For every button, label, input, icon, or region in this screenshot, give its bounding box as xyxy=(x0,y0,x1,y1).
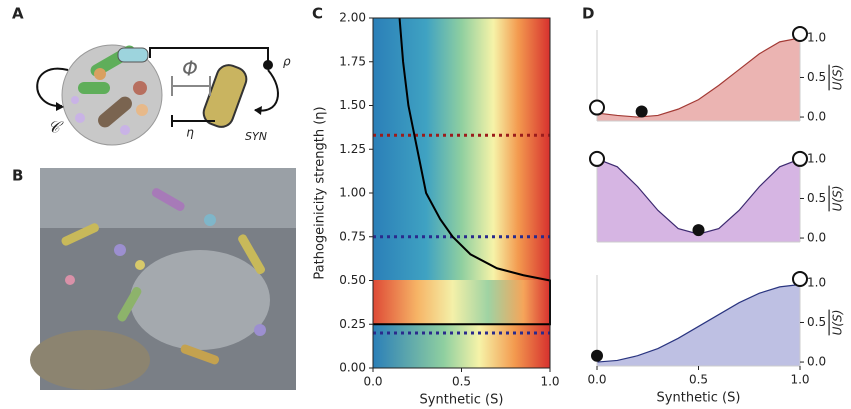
diagram: Φ η ρ SYN 𝒞 xyxy=(36,44,291,146)
y-tick-label: 1.0 xyxy=(807,151,826,165)
y-tick-label: 0.0 xyxy=(807,355,826,369)
bacterium xyxy=(65,275,75,285)
bacterium xyxy=(136,104,148,116)
y-axis-label: U(S) xyxy=(831,310,845,336)
link xyxy=(149,47,269,62)
rho-label: ρ xyxy=(283,55,291,69)
bacterium xyxy=(238,234,265,275)
filled-marker xyxy=(591,349,603,362)
x-axis-label: Synthetic (S) xyxy=(657,391,741,406)
micrograph-region xyxy=(30,330,150,390)
y-tick-label: 0.25 xyxy=(339,317,366,331)
y-tick-label: 0.00 xyxy=(339,361,366,375)
open-marker xyxy=(792,25,808,42)
filled-marker xyxy=(692,224,705,237)
bacterium xyxy=(133,81,147,95)
area-line xyxy=(596,37,801,118)
open-marker xyxy=(589,150,605,167)
bacterium xyxy=(94,68,106,80)
eta-label: η xyxy=(186,126,194,140)
syn-label: SYN xyxy=(245,130,267,143)
area-fill xyxy=(597,158,800,242)
bacterium xyxy=(254,324,266,336)
bacterium xyxy=(61,223,99,246)
panel-label: A xyxy=(12,5,24,23)
y-tick-label: 0.50 xyxy=(339,273,366,287)
heatmap-region xyxy=(373,18,550,280)
open-marker xyxy=(792,270,808,287)
heatmap-region xyxy=(373,280,550,324)
panel-label: D xyxy=(582,5,594,23)
bacterium xyxy=(114,244,126,256)
bacterium xyxy=(117,287,142,322)
bacterium xyxy=(71,96,79,104)
panel-label: C xyxy=(312,5,323,23)
x-tick-label: 0.0 xyxy=(587,373,606,387)
x-tick-label: 0.0 xyxy=(363,375,382,389)
phi-label: Φ xyxy=(182,57,198,81)
y-tick-label: 1.50 xyxy=(339,98,366,112)
x-tick-label: 1.0 xyxy=(540,375,559,389)
y-axis-label: U(S) xyxy=(831,65,845,91)
arrow-head xyxy=(56,102,64,111)
open-marker xyxy=(792,150,808,167)
y-tick-label: 0.5 xyxy=(807,70,826,84)
bacterium xyxy=(75,113,85,123)
bacterium xyxy=(98,96,132,128)
x-tick-label: 1.0 xyxy=(790,373,809,387)
y-tick-label: 0.5 xyxy=(807,191,826,205)
panel-label: B xyxy=(12,167,23,185)
open-marker xyxy=(589,99,605,116)
area-fill xyxy=(597,37,800,122)
micrograph-region xyxy=(130,250,270,350)
eta-link xyxy=(171,115,215,127)
filled-marker xyxy=(635,105,648,118)
heatmap-region xyxy=(373,324,550,368)
phi-link xyxy=(171,76,211,96)
y-tick-label: 0.75 xyxy=(339,229,366,243)
y-tick-label: 2.00 xyxy=(339,11,366,25)
y-tick-label: 0.0 xyxy=(807,231,826,245)
y-tick-label: 0.5 xyxy=(807,315,826,329)
x-tick-label: 0.5 xyxy=(452,375,471,389)
bacterium xyxy=(151,188,185,211)
area-fill xyxy=(597,284,800,366)
area-line xyxy=(596,283,801,363)
community-circle xyxy=(61,44,163,146)
feedback-arrow xyxy=(254,69,279,112)
syn-organism xyxy=(202,64,248,128)
plots: 0.00 0.25 0.50 0.75 1.00 1.25 1.50 1.75 2.00 0.0 0… xyxy=(313,11,845,408)
x-tick-label: 0.5 xyxy=(689,373,708,387)
y-tick-label: 1.75 xyxy=(339,54,366,68)
community-label: 𝒞 xyxy=(48,118,64,137)
feedback-arrow xyxy=(36,67,69,108)
bacterium xyxy=(180,344,220,365)
bacterium xyxy=(120,125,130,135)
y-tick-label: 1.25 xyxy=(339,142,366,156)
bacterium xyxy=(135,260,145,270)
node xyxy=(263,60,273,70)
arrow-head xyxy=(254,106,262,115)
bacterium xyxy=(78,82,110,94)
y-axis-label: U(S) xyxy=(831,186,845,212)
y-axis-label: Pathogeinicity strength (η) xyxy=(313,106,328,279)
y-tick-label: 1.0 xyxy=(807,275,826,289)
y-tick-label: 0.0 xyxy=(807,110,826,124)
bacterium xyxy=(204,214,216,226)
bacterium xyxy=(117,47,149,63)
x-axis-label: Synthetic (S) xyxy=(420,393,504,408)
micrograph xyxy=(30,168,296,390)
y-tick-label: 1.00 xyxy=(339,186,366,200)
y-tick-label: 1.0 xyxy=(807,30,826,44)
